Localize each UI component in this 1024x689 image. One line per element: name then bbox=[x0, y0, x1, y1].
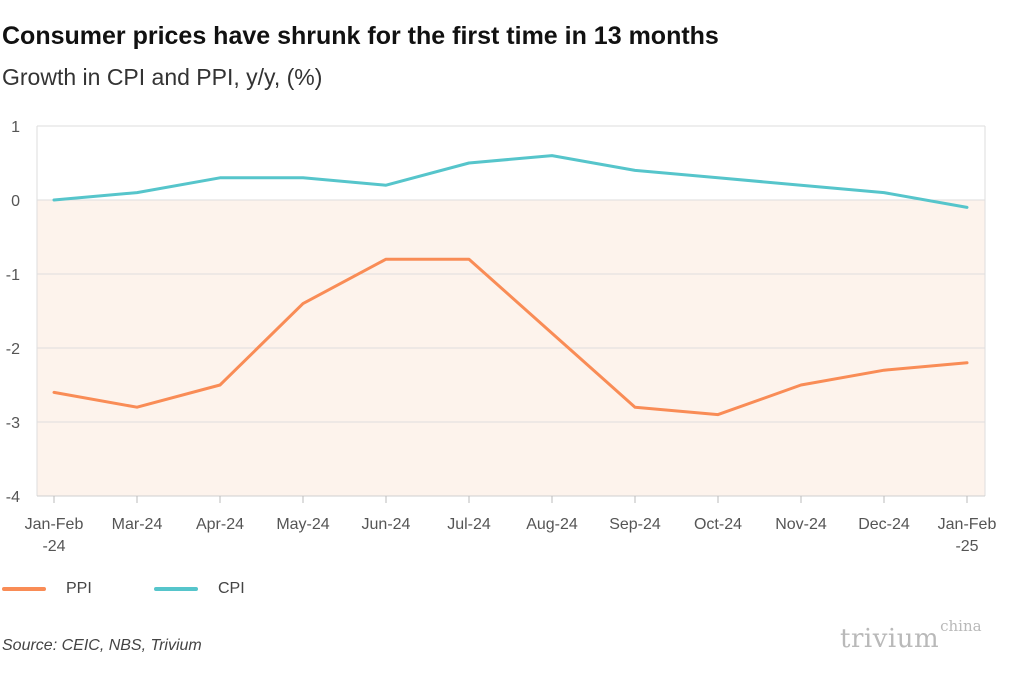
x-tick-label: Nov-24 bbox=[775, 516, 827, 533]
legend-label-ppi: PPI bbox=[66, 580, 92, 597]
series-line-ppi bbox=[52, 257, 969, 417]
line-chart: 1 0 -1 -2 -3 -4 Jan-Feb -24 Mar-24 Apr-24 May-24 Ju… bbox=[6, 119, 997, 555]
x-tick-label: Aug-24 bbox=[526, 516, 578, 533]
legend-item-ppi: PPI bbox=[2, 580, 92, 598]
x-tick-label: Jun-24 bbox=[362, 516, 411, 533]
y-tick-label: -1 bbox=[6, 267, 20, 284]
x-tick-label: Dec-24 bbox=[858, 516, 910, 533]
x-tick-label: Sep-24 bbox=[609, 516, 661, 533]
x-tick-label: Jan-Feb bbox=[938, 516, 997, 533]
x-tick-label: -25 bbox=[955, 538, 978, 555]
x-tick-label: Mar-24 bbox=[112, 516, 163, 533]
legend-swatch-cpi bbox=[154, 587, 198, 591]
source-note: Source: CEIC, NBS, Trivium bbox=[2, 637, 202, 654]
chart-title: Consumer prices have shrunk for the firs… bbox=[2, 22, 719, 50]
x-tick-label: Oct-24 bbox=[694, 516, 742, 533]
x-tick-label: -24 bbox=[42, 538, 65, 555]
y-tick-label: -3 bbox=[6, 415, 20, 432]
x-tick-label: May-24 bbox=[276, 516, 329, 533]
x-tick-label: Jul-24 bbox=[447, 516, 491, 533]
chart-subtitle: Growth in CPI and PPI, y/y, (%) bbox=[2, 64, 323, 90]
series-line-cpi bbox=[52, 154, 969, 209]
legend-item-cpi: CPI bbox=[154, 580, 245, 598]
x-tick-label: Apr-24 bbox=[196, 516, 244, 533]
y-tick-label: -2 bbox=[6, 341, 20, 358]
legend-swatch-ppi bbox=[2, 587, 46, 591]
x-tick-label: Jan-Feb bbox=[25, 516, 84, 533]
y-tick-label: -4 bbox=[6, 489, 20, 506]
y-tick-label: 1 bbox=[11, 119, 20, 136]
trivium-china-logo: triviumchina bbox=[840, 617, 982, 654]
legend-label-cpi: CPI bbox=[218, 580, 245, 597]
y-tick-label: 0 bbox=[11, 193, 20, 210]
